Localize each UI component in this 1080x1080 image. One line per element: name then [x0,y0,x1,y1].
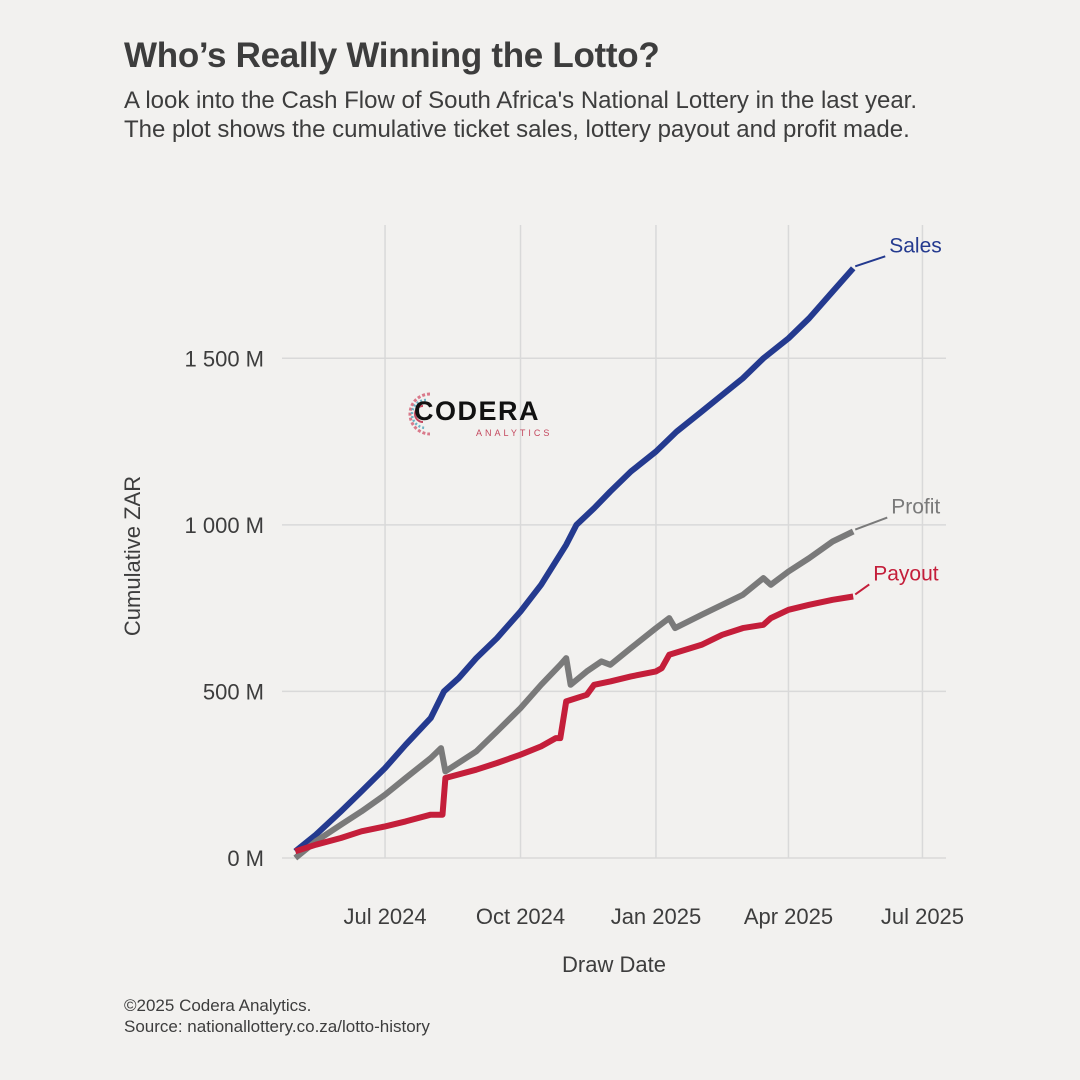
y-tick-label: 0 M [227,846,264,871]
copyright-text: ©2025 Codera Analytics. [124,996,312,1015]
series-label-sales: Sales [889,234,942,257]
series-label-payout: Payout [873,562,939,585]
source-text: Source: nationallottery.co.za/lotto-hist… [124,1017,430,1036]
label-leader-payout [854,583,870,596]
logo-mark-icon [408,392,431,436]
y-tick-label: 1 000 M [185,513,265,538]
logo-word: CODERA [414,396,541,426]
series-line-payout [294,593,854,855]
x-tick-label: Jul 2025 [881,904,964,929]
x-tick-label: Apr 2025 [744,904,833,929]
x-tick-label: Oct 2024 [476,904,565,929]
x-tick-label: Jan 2025 [611,904,702,929]
series-line-sales [293,266,856,854]
y-tick-label: 1 500 M [185,346,265,371]
chart-title: Who’s Really Winning the Lotto? [124,36,660,75]
footer-caption: ©2025 Codera Analytics. Source: national… [124,995,430,1037]
label-leader-profit [854,516,888,531]
logo-subword: ANALYTICS [476,428,553,438]
label-leader-sales [854,255,886,268]
chart-subtitle: A look into the Cash Flow of South Afric… [124,87,918,143]
y-axis-label: Cumulative ZAR [120,476,145,636]
codera-logo: CODERA ANALYTICS [400,386,570,442]
x-tick-label: Jul 2024 [343,904,426,929]
x-axis-label: Draw Date [562,952,666,977]
series-label-profit: Profit [891,496,940,519]
series-line-profit [293,528,855,861]
y-tick-label: 500 M [203,679,264,704]
